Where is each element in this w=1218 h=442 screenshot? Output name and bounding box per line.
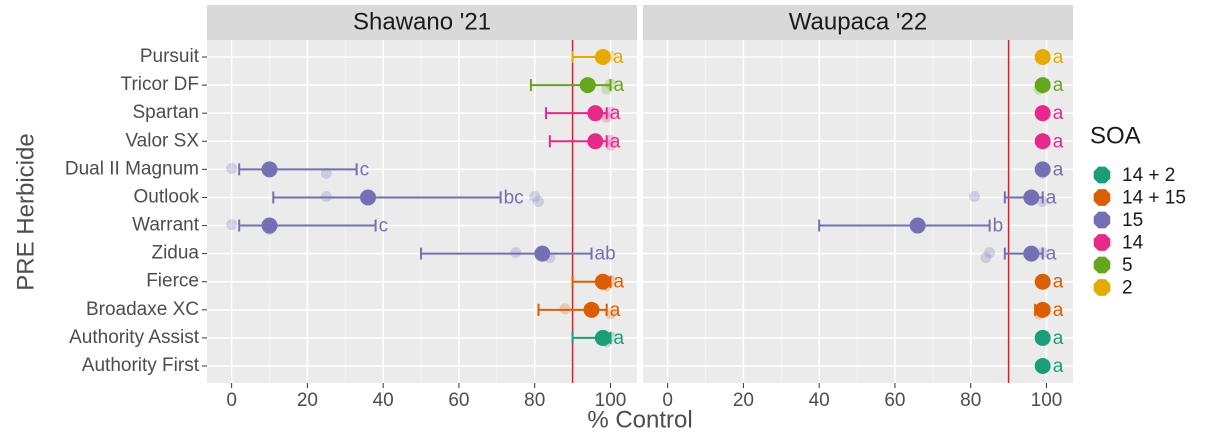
chart: % Control PRE Herbicide PursuitTricor DF…	[0, 0, 1218, 437]
mean-point	[534, 246, 550, 262]
raw-point	[980, 252, 991, 263]
mean-point	[1035, 105, 1051, 121]
y-tick-label: Valor SX	[125, 130, 199, 151]
legend-label: 2	[1122, 278, 1133, 299]
significance-letter: b	[993, 216, 1004, 237]
legend-swatch	[1094, 212, 1111, 229]
significance-letter: a	[610, 103, 621, 124]
raw-point	[226, 163, 237, 174]
mean-point	[1023, 189, 1039, 205]
x-tick-label: 40	[373, 390, 394, 411]
mean-point	[584, 302, 600, 318]
x-tick-label: 60	[448, 390, 469, 411]
panel-title: Waupaca '22	[789, 8, 927, 35]
significance-letter: a	[613, 47, 624, 68]
significance-letter: a	[610, 131, 621, 152]
y-axis-label: PRE Herbicide	[12, 133, 39, 290]
legend-title: SOA	[1090, 122, 1141, 149]
x-tick-label: 20	[297, 390, 318, 411]
legend-swatch	[1094, 279, 1111, 296]
y-tick-label: Authority First	[82, 355, 200, 376]
significance-letter: a	[1053, 159, 1064, 180]
significance-letter: a	[1053, 103, 1064, 124]
significance-letter: a	[1053, 328, 1064, 349]
y-tick-label: Broadaxe XC	[86, 299, 199, 320]
x-tick-label: 0	[226, 390, 237, 411]
significance-letter: c	[360, 159, 370, 180]
significance-letter: a	[1053, 356, 1064, 377]
y-tick-label: Fierce	[146, 271, 199, 292]
legend-label: 14 + 15	[1122, 188, 1186, 209]
significance-letter: a	[1046, 187, 1057, 208]
x-tick-label: 80	[960, 390, 981, 411]
mean-point	[910, 218, 926, 234]
mean-point	[595, 274, 611, 290]
y-tick-label: Outlook	[134, 186, 200, 207]
mean-point	[1035, 49, 1051, 65]
y-tick-label: Spartan	[132, 102, 199, 123]
significance-letter: a	[1046, 244, 1057, 265]
mean-point	[595, 330, 611, 346]
x-tick-label: 60	[884, 390, 905, 411]
significance-letter: a	[613, 75, 624, 96]
mean-point	[262, 218, 278, 234]
y-tick-label: Dual II Magnum	[65, 158, 199, 179]
y-tick-label: Tricor DF	[121, 74, 199, 95]
mean-point	[1035, 358, 1051, 374]
significance-letter: a	[1053, 131, 1064, 152]
mean-point	[587, 105, 603, 121]
legend-swatch	[1094, 167, 1111, 184]
significance-letter: bc	[504, 187, 524, 208]
mean-point	[580, 77, 596, 93]
significance-letter: a	[1053, 47, 1064, 68]
raw-point	[529, 191, 540, 202]
mean-point	[360, 189, 376, 205]
significance-letter: a	[1053, 272, 1064, 293]
y-tick-label: Authority Assist	[69, 327, 200, 348]
mean-point	[1035, 330, 1051, 346]
significance-letter: c	[379, 216, 389, 237]
legend-swatch	[1094, 234, 1111, 251]
legend-label: 14 + 2	[1122, 165, 1175, 186]
x-tick-label: 40	[809, 390, 830, 411]
mean-point	[595, 49, 611, 65]
raw-point	[510, 247, 521, 258]
mean-point	[1035, 77, 1051, 93]
legend-label: 5	[1122, 255, 1133, 276]
legend-label: 14	[1122, 233, 1144, 254]
y-tick-label: Warrant	[132, 215, 200, 236]
x-tick-label: 100	[595, 390, 627, 411]
raw-point	[226, 219, 237, 230]
significance-letter: a	[1053, 300, 1064, 321]
x-tick-label: 100	[1031, 390, 1063, 411]
x-tick-label: 20	[733, 390, 754, 411]
raw-point	[969, 191, 980, 202]
y-tick-label: Pursuit	[140, 46, 200, 67]
mean-point	[1035, 133, 1051, 149]
significance-letter: a	[610, 300, 621, 321]
significance-letter: a	[613, 328, 624, 349]
y-tick-label: Zidua	[151, 243, 199, 264]
significance-letter: a	[613, 272, 624, 293]
significance-letter: ab	[595, 244, 616, 265]
mean-point	[587, 133, 603, 149]
panel-title: Shawano '21	[353, 8, 491, 35]
legend-swatch	[1094, 257, 1111, 274]
significance-letter: a	[1053, 75, 1064, 96]
x-tick-label: 80	[524, 390, 545, 411]
mean-point	[1035, 302, 1051, 318]
x-tick-label: 0	[662, 390, 673, 411]
mean-point	[1023, 246, 1039, 262]
legend-swatch	[1094, 189, 1111, 206]
mean-point	[1035, 274, 1051, 290]
mean-point	[1035, 161, 1051, 177]
legend-label: 15	[1122, 210, 1143, 231]
mean-point	[262, 161, 278, 177]
